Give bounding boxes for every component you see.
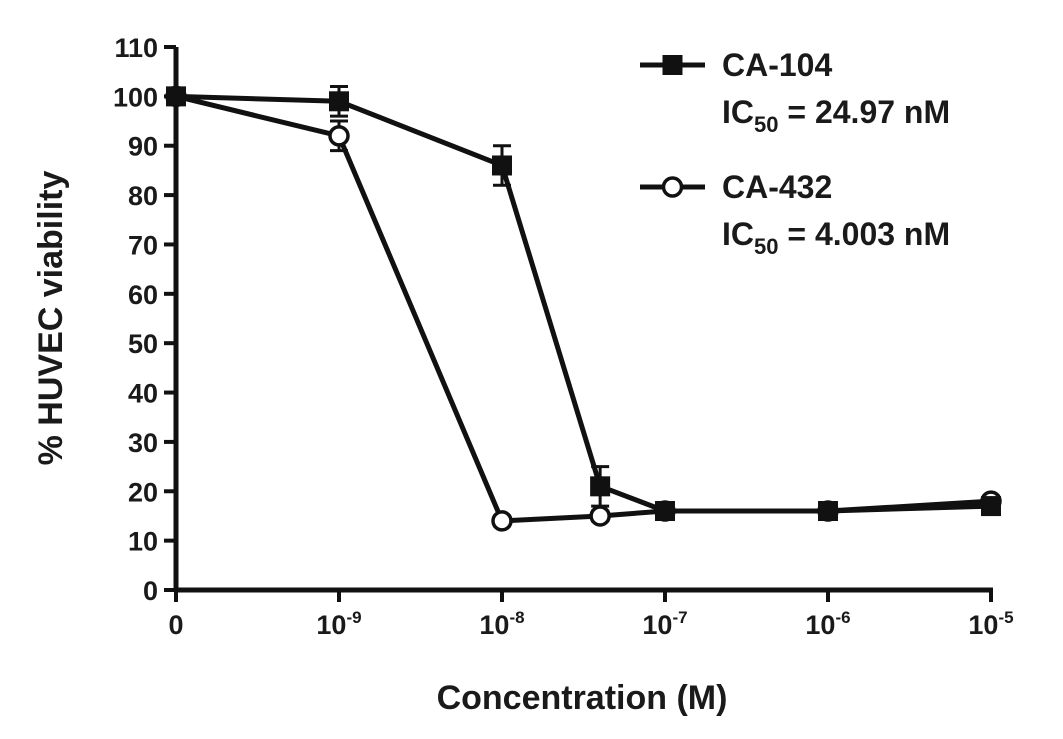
series-ca-104 bbox=[166, 84, 1001, 522]
data-point-square bbox=[981, 496, 1001, 517]
x-axis-title: Concentration (M) bbox=[437, 679, 728, 717]
legend-marker-circle bbox=[661, 176, 684, 198]
x-tick-label: 10-5 bbox=[968, 608, 1013, 640]
legend-ic50: IC50 = 4.003 nM bbox=[722, 216, 950, 259]
legend-marker-square bbox=[662, 55, 683, 75]
y-axis-title: % HUVEC viability bbox=[32, 171, 70, 466]
y-tick-label: 80 bbox=[128, 181, 158, 211]
y-tick-label: 50 bbox=[128, 329, 158, 359]
legend-series-name: CA-432 bbox=[722, 169, 832, 205]
legend-ic50: IC50 = 24.97 nM bbox=[722, 94, 950, 137]
legend-entry-ca-432: CA-432 IC50 = 4.003 nM bbox=[640, 169, 950, 259]
data-point-circle bbox=[491, 510, 513, 532]
data-point-square bbox=[166, 86, 186, 107]
series-layer bbox=[165, 84, 1002, 532]
y-tick-label: 0 bbox=[143, 576, 158, 606]
data-point-square bbox=[818, 501, 838, 522]
data-point-square bbox=[655, 501, 675, 522]
data-point-circle bbox=[589, 505, 611, 527]
x-tick-label: 10-8 bbox=[479, 608, 524, 640]
x-tick-label: 0 bbox=[168, 610, 183, 640]
series-line bbox=[175, 93, 992, 524]
legend: CA-104 IC50 = 24.97 nM CA-432 IC50 = 4.003 … bbox=[640, 47, 950, 259]
data-point-circle bbox=[328, 125, 350, 147]
axes bbox=[173, 47, 993, 593]
series-line bbox=[175, 93, 992, 514]
y-tick-label: 90 bbox=[128, 132, 158, 162]
series-ca-432 bbox=[165, 85, 1002, 532]
data-point-square bbox=[590, 476, 611, 497]
y-tick-label: 110 bbox=[114, 33, 158, 63]
data-point-square bbox=[492, 155, 512, 176]
x-axis-ticks: 0 10-9 10-8 10-7 10-6 10-5 bbox=[168, 590, 1014, 640]
y-tick-label: 60 bbox=[128, 280, 158, 310]
data-point-square bbox=[329, 91, 349, 112]
y-axis-ticks: 0 10 20 30 40 50 60 70 80 90 100 110 bbox=[113, 33, 176, 606]
y-tick-label: 30 bbox=[128, 428, 158, 458]
x-tick-label: 10-7 bbox=[642, 608, 687, 640]
y-tick-label: 70 bbox=[128, 230, 158, 260]
legend-series-name: CA-104 bbox=[722, 47, 832, 83]
x-tick-label: 10-9 bbox=[316, 608, 361, 640]
y-tick-label: 40 bbox=[128, 379, 158, 409]
y-tick-label: 10 bbox=[128, 527, 158, 557]
x-tick-label: 10-6 bbox=[805, 608, 850, 640]
legend-entry-ca-104: CA-104 IC50 = 24.97 nM bbox=[640, 47, 950, 137]
y-tick-label: 100 bbox=[113, 82, 158, 112]
y-tick-label: 20 bbox=[128, 477, 158, 507]
